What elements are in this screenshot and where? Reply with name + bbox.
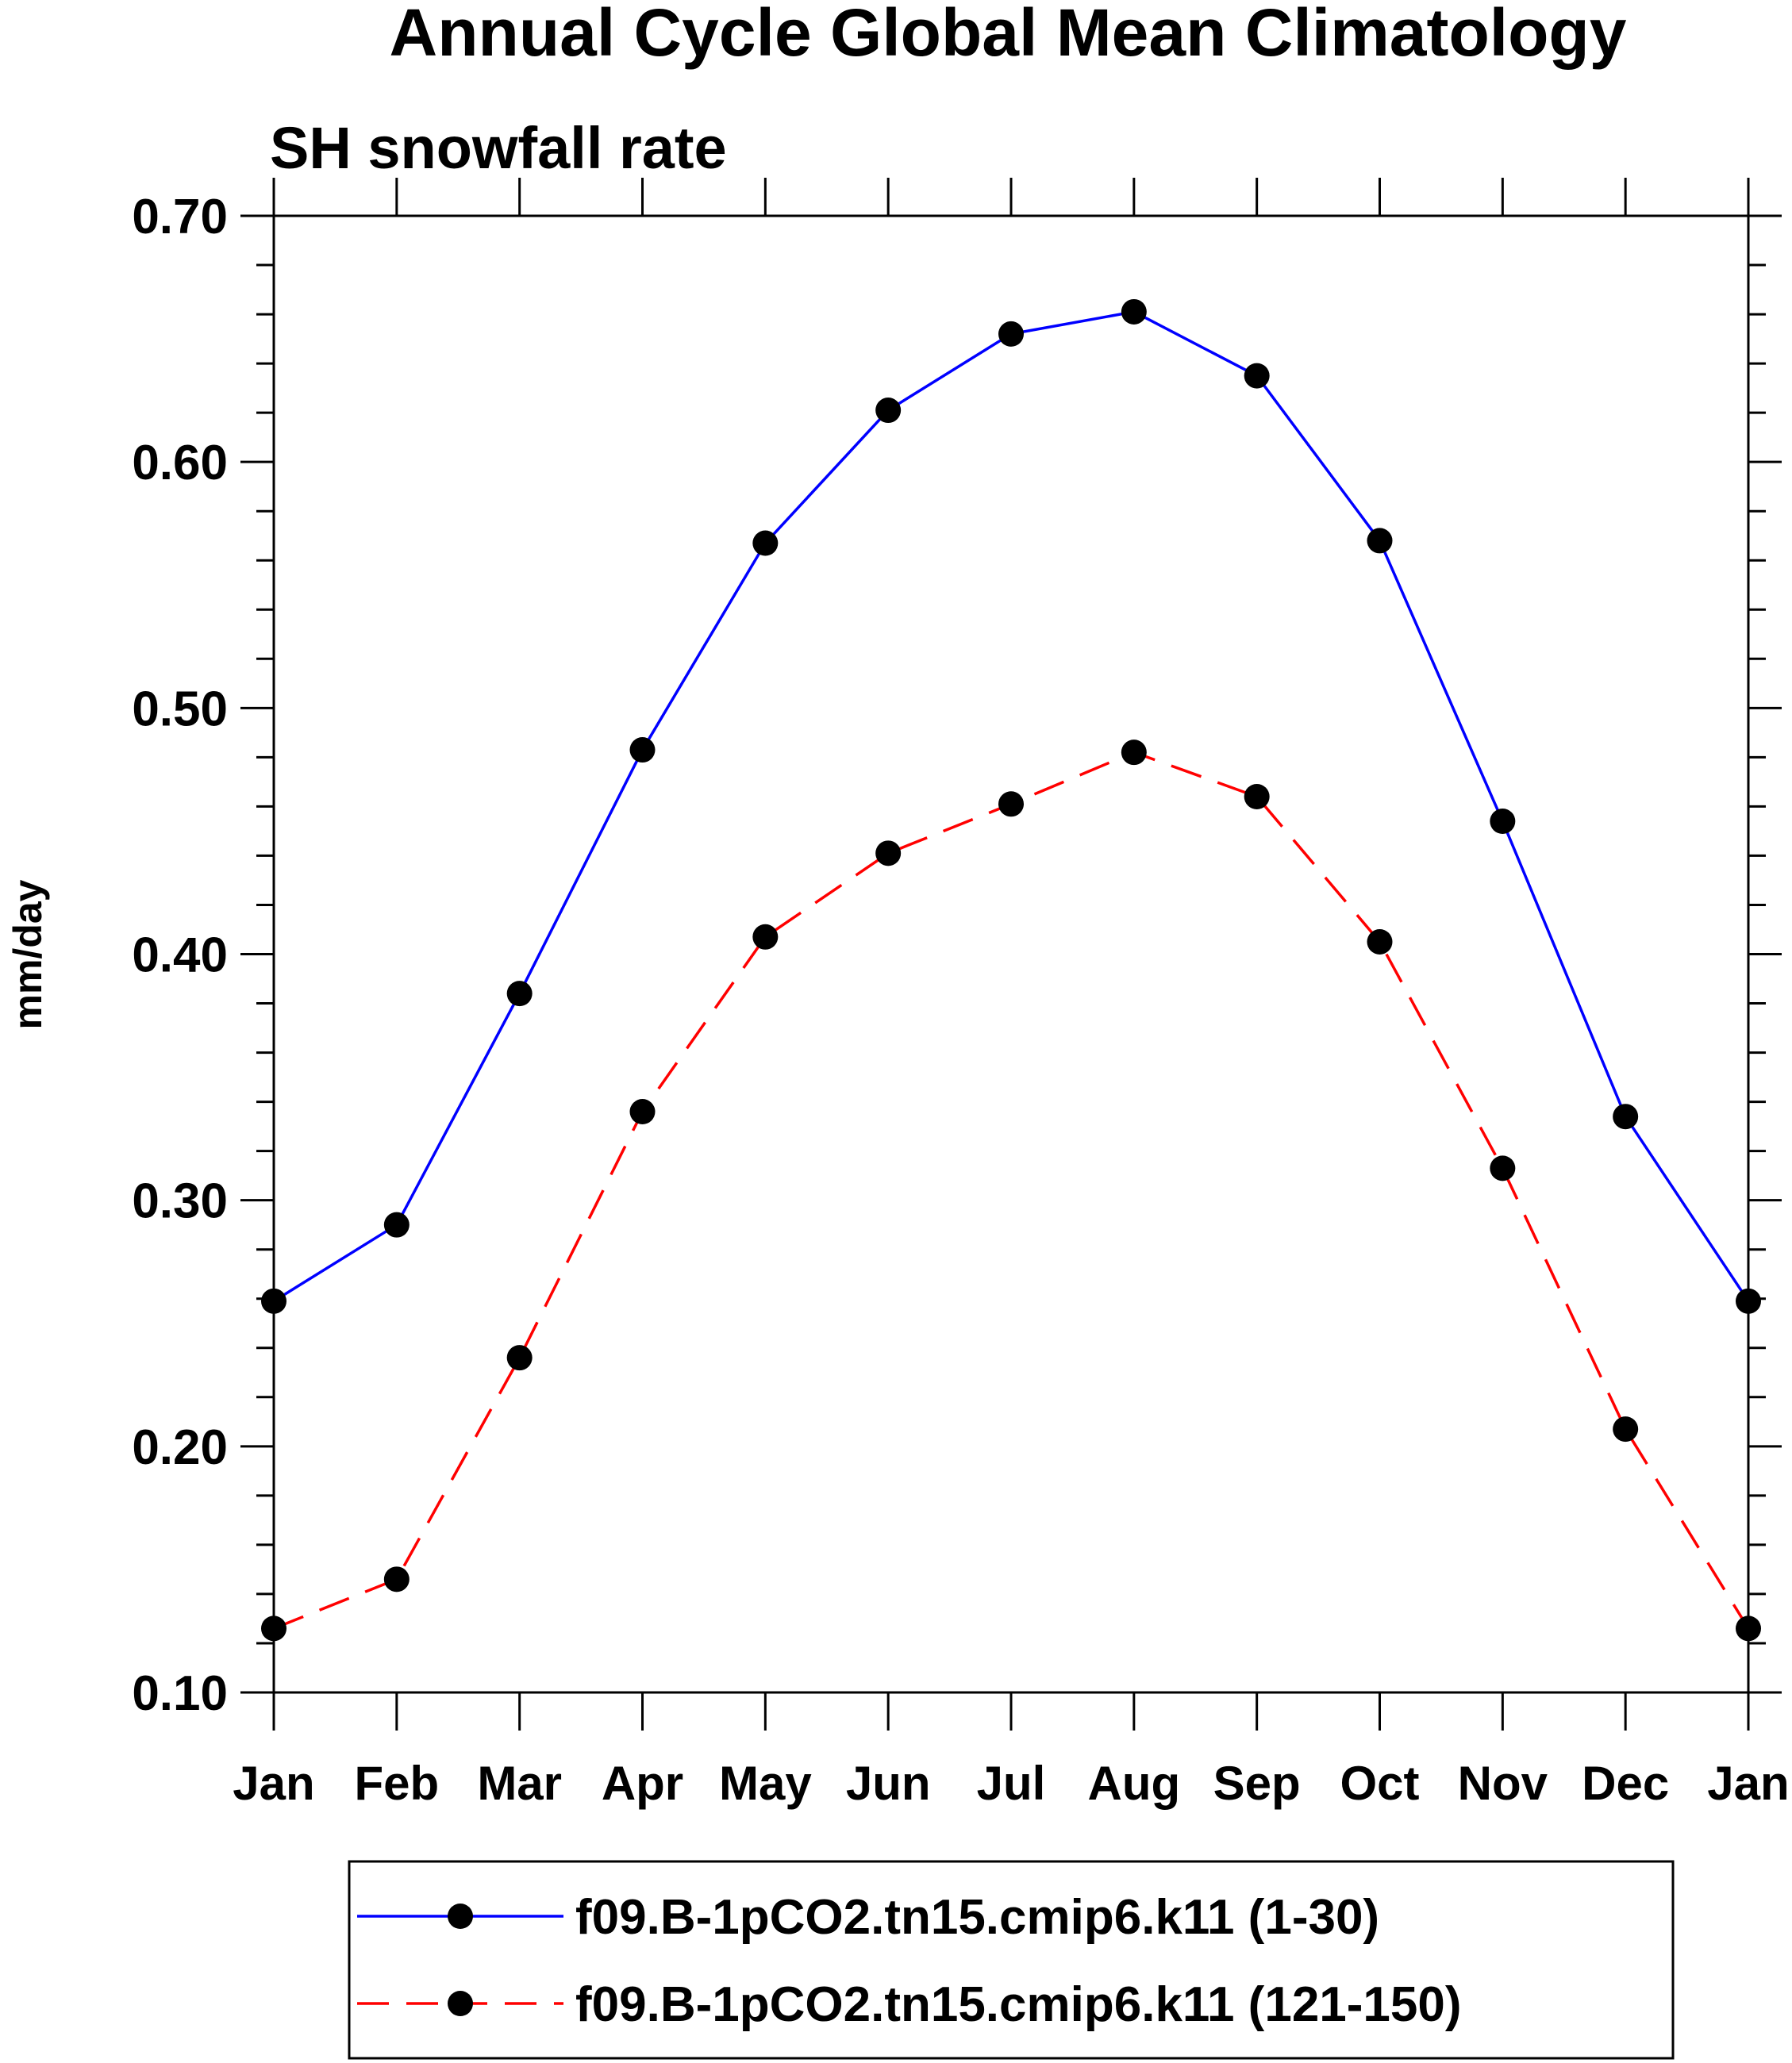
legend-box <box>348 1860 1675 2060</box>
x-tick-label: Jan <box>1707 1757 1789 1810</box>
data-point <box>506 981 533 1007</box>
data-point <box>1121 740 1147 766</box>
data-point <box>1244 363 1270 389</box>
y-tick-label: 0.50 <box>132 682 228 736</box>
legend-entry-2: f09.B-1pCO2.tn15.cmip6.k11 (121-150) <box>357 1977 1462 2032</box>
data-point <box>998 791 1024 817</box>
x-tick-label: Jun <box>846 1757 931 1810</box>
data-point <box>875 840 902 866</box>
data-point <box>383 1212 410 1238</box>
plot-frame <box>272 214 1750 1694</box>
data-point <box>1613 1416 1639 1443</box>
data-point <box>629 1099 656 1125</box>
data-point <box>1736 1288 1761 1314</box>
data-point <box>383 1566 410 1592</box>
x-tick-label: Mar <box>477 1757 562 1810</box>
data-point <box>998 321 1024 347</box>
x-tick-label: Aug <box>1088 1757 1181 1810</box>
y-tick-label: 0.60 <box>132 436 228 490</box>
x-tick-label: Jan <box>233 1757 314 1810</box>
x-tick-label: Apr <box>602 1757 683 1810</box>
data-point <box>875 398 902 424</box>
x-tick-label: May <box>719 1757 812 1810</box>
data-point <box>506 1345 533 1371</box>
legend-entry-1: f09.B-1pCO2.tn15.cmip6.k11 (1-30) <box>357 1890 1379 1945</box>
x-tick-label: Oct <box>1340 1757 1419 1810</box>
data-point <box>629 737 656 763</box>
data-point <box>1613 1104 1639 1130</box>
data-point <box>261 1288 286 1314</box>
y-tick-label: 0.10 <box>132 1666 228 1721</box>
data-point <box>1367 928 1393 955</box>
y-tick-label: 0.30 <box>132 1174 228 1229</box>
x-tick-label: Sep <box>1213 1757 1301 1810</box>
data-point <box>261 1615 286 1642</box>
legend-marker <box>448 1991 473 2016</box>
chart-subtitle: SH snowfall rate <box>270 115 727 181</box>
series-layer <box>261 298 1761 1642</box>
legend-marker <box>448 1904 473 1929</box>
data-point <box>752 924 779 950</box>
y-tick-label: 0.40 <box>132 928 228 983</box>
chart-title: Annual Cycle Global Mean Climatology <box>390 0 1627 70</box>
x-tick-label: Nov <box>1458 1757 1548 1810</box>
y-axis-label: mm/day <box>6 879 50 1029</box>
y-tick-label: 0.70 <box>132 190 228 244</box>
plot-axes: 0.10 0.20 0.30 0.40 0.50 0.60 0.70 Jan Feb Mar Apr… <box>132 178 1790 1810</box>
series-2 <box>261 740 1761 1642</box>
data-point <box>1244 783 1270 809</box>
data-point <box>1121 298 1147 325</box>
legend-label: f09.B-1pCO2.tn15.cmip6.k11 (1-30) <box>575 1890 1379 1945</box>
data-point <box>752 530 779 556</box>
data-point <box>1490 1155 1516 1181</box>
x-tick-label: Feb <box>354 1757 439 1810</box>
x-tick-label: Jul <box>977 1757 1046 1810</box>
data-point <box>1367 528 1393 554</box>
x-tick-label: Dec <box>1582 1757 1669 1810</box>
y-tick-label: 0.20 <box>132 1420 228 1475</box>
data-point <box>1736 1615 1761 1642</box>
series-1 <box>261 298 1761 1314</box>
legend-label: f09.B-1pCO2.tn15.cmip6.k11 (121-150) <box>575 1977 1462 2032</box>
legend: f09.B-1pCO2.tn15.cmip6.k11 (1-30) f09.B-1… <box>348 1860 1675 2060</box>
data-point <box>1490 809 1516 835</box>
